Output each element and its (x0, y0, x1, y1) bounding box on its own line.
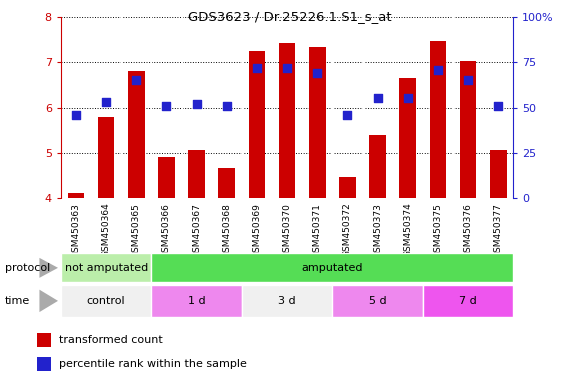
Text: GSM450364: GSM450364 (102, 203, 111, 257)
Text: GSM450373: GSM450373 (373, 203, 382, 258)
Text: GSM450370: GSM450370 (282, 203, 292, 258)
Bar (188, 151, 205, 198)
Point (282, 65, 292, 71)
Point (102, 99, 111, 105)
Point (343, 112, 352, 118)
Bar (68, 193, 84, 198)
Polygon shape (39, 290, 58, 312)
Bar (242, 285, 332, 317)
Bar (37, 333, 52, 348)
Bar (98, 118, 114, 198)
Text: GSM450375: GSM450375 (433, 203, 443, 258)
Text: GSM450369: GSM450369 (252, 203, 262, 258)
Point (494, 103, 503, 109)
Point (433, 66, 443, 73)
Point (313, 70, 322, 76)
Bar (128, 71, 144, 198)
Text: GDS3623 / Dr.25226.1.S1_s_at: GDS3623 / Dr.25226.1.S1_s_at (188, 10, 392, 23)
Polygon shape (39, 258, 58, 278)
Bar (490, 151, 506, 198)
Point (373, 96, 382, 102)
Bar (460, 61, 476, 198)
Text: GSM450376: GSM450376 (463, 203, 473, 258)
Point (192, 101, 201, 107)
Bar (430, 41, 446, 198)
Bar (339, 177, 356, 198)
Bar (158, 157, 175, 198)
Point (463, 78, 473, 84)
Text: time: time (5, 296, 30, 306)
Bar (332, 285, 423, 317)
Text: 5 d: 5 d (369, 296, 386, 306)
Text: control: control (87, 296, 125, 306)
Text: protocol: protocol (5, 263, 50, 273)
Bar (423, 285, 513, 317)
Text: GSM450374: GSM450374 (403, 203, 412, 257)
Point (403, 96, 412, 102)
Bar (151, 285, 242, 317)
Point (252, 65, 262, 71)
Text: GSM450377: GSM450377 (494, 203, 503, 258)
Bar (219, 167, 235, 198)
Bar (249, 51, 265, 198)
Bar (279, 43, 295, 198)
Text: GSM450371: GSM450371 (313, 203, 322, 258)
Text: not amputated: not amputated (64, 263, 148, 273)
Point (162, 103, 171, 109)
Text: GSM450368: GSM450368 (222, 203, 231, 258)
Text: percentile rank within the sample: percentile rank within the sample (59, 359, 247, 369)
Text: 3 d: 3 d (278, 296, 296, 306)
Bar (151, 253, 513, 282)
Text: GSM450367: GSM450367 (192, 203, 201, 258)
Bar (369, 135, 386, 198)
Text: GSM450366: GSM450366 (162, 203, 171, 258)
Point (71, 112, 81, 118)
Bar (309, 46, 325, 198)
Text: transformed count: transformed count (59, 335, 163, 345)
Bar (61, 285, 151, 317)
Text: 7 d: 7 d (459, 296, 477, 306)
Point (132, 78, 141, 84)
Text: GSM450372: GSM450372 (343, 203, 352, 257)
Text: amputated: amputated (302, 263, 363, 273)
Bar (37, 358, 52, 371)
Text: GSM450365: GSM450365 (132, 203, 141, 258)
Bar (400, 78, 416, 198)
Text: 1 d: 1 d (188, 296, 205, 306)
Bar (61, 253, 151, 282)
Text: GSM450363: GSM450363 (71, 203, 81, 258)
Point (222, 103, 231, 109)
